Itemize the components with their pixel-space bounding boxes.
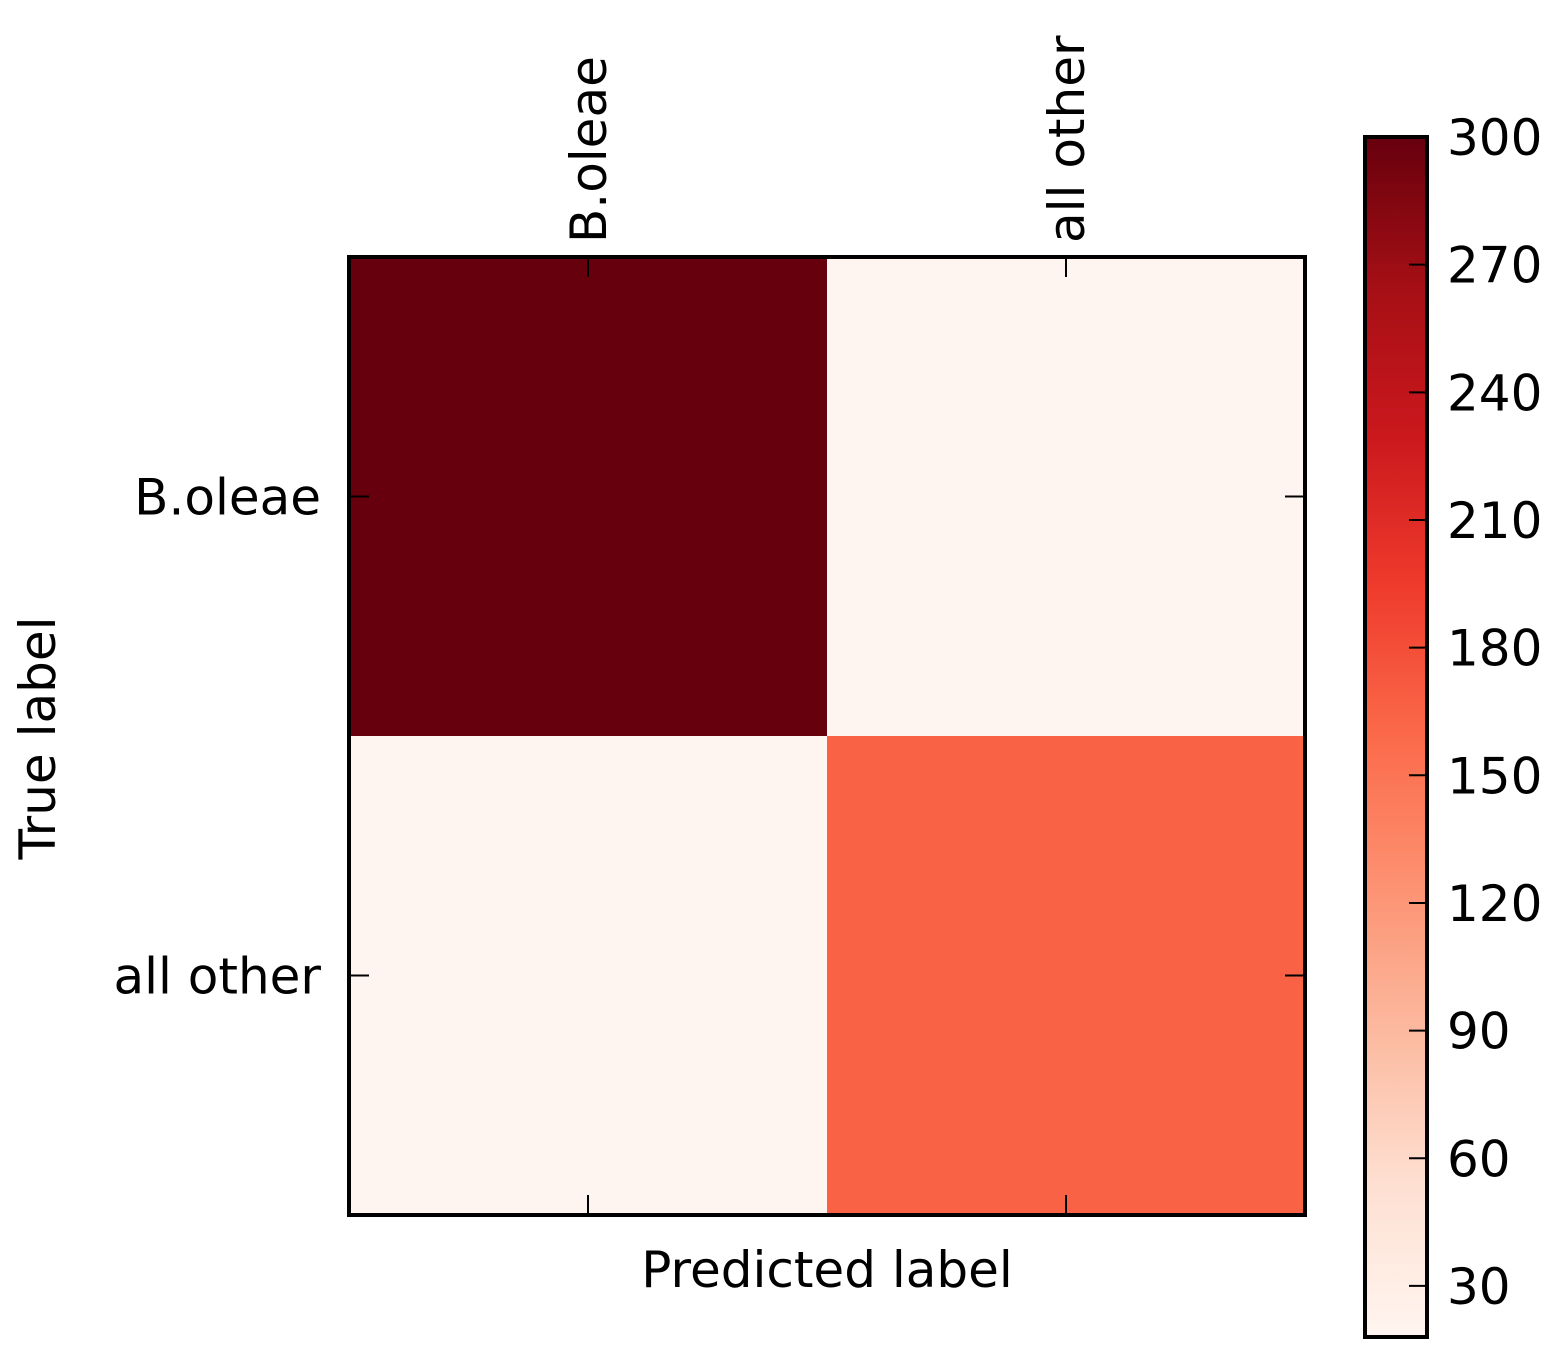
plot-ticks <box>349 257 1305 1215</box>
colorbar-tick-labels: 30 60 90 120 150 180 210 240 270 300 <box>1447 109 1542 1316</box>
colorbar-tick-label: 300 <box>1447 109 1542 167</box>
heatmap-cell <box>827 257 1306 737</box>
y-tick-label: B.oleae <box>134 469 321 527</box>
colorbar <box>1365 137 1427 1337</box>
colorbar-tick-label: 270 <box>1447 237 1542 295</box>
heatmap-cells <box>349 257 1306 1216</box>
colorbar-tick-label: 180 <box>1447 620 1542 678</box>
y-tick-label: all other <box>113 948 321 1006</box>
colorbar-tick-label: 120 <box>1447 875 1542 933</box>
x-tick-label: all other <box>1038 35 1096 243</box>
heatmap-cell <box>349 257 828 737</box>
colorbar-frame <box>1363 135 1429 1339</box>
colorbar-tick-label: 60 <box>1447 1130 1511 1188</box>
x-tick-labels: B.oleae all other <box>560 35 1096 243</box>
heatmap-cell <box>827 736 1306 1216</box>
colorbar-ticks <box>1409 136 1427 1287</box>
y-axis-label: True label <box>9 616 67 860</box>
x-tick-label: B.oleae <box>560 56 618 243</box>
y-tick-labels: B.oleae all other <box>113 469 321 1006</box>
colorbar-tick-label: 90 <box>1447 1003 1511 1061</box>
colorbar-tick-label: 240 <box>1447 364 1542 422</box>
heatmap-cell <box>349 736 828 1216</box>
plot-frame <box>347 255 1307 1217</box>
colorbar-tick-label: 210 <box>1447 492 1542 550</box>
colorbar-tick-label: 30 <box>1447 1258 1511 1316</box>
x-axis-label: Predicted label <box>641 1241 1013 1299</box>
colorbar-tick-label: 150 <box>1447 747 1542 805</box>
